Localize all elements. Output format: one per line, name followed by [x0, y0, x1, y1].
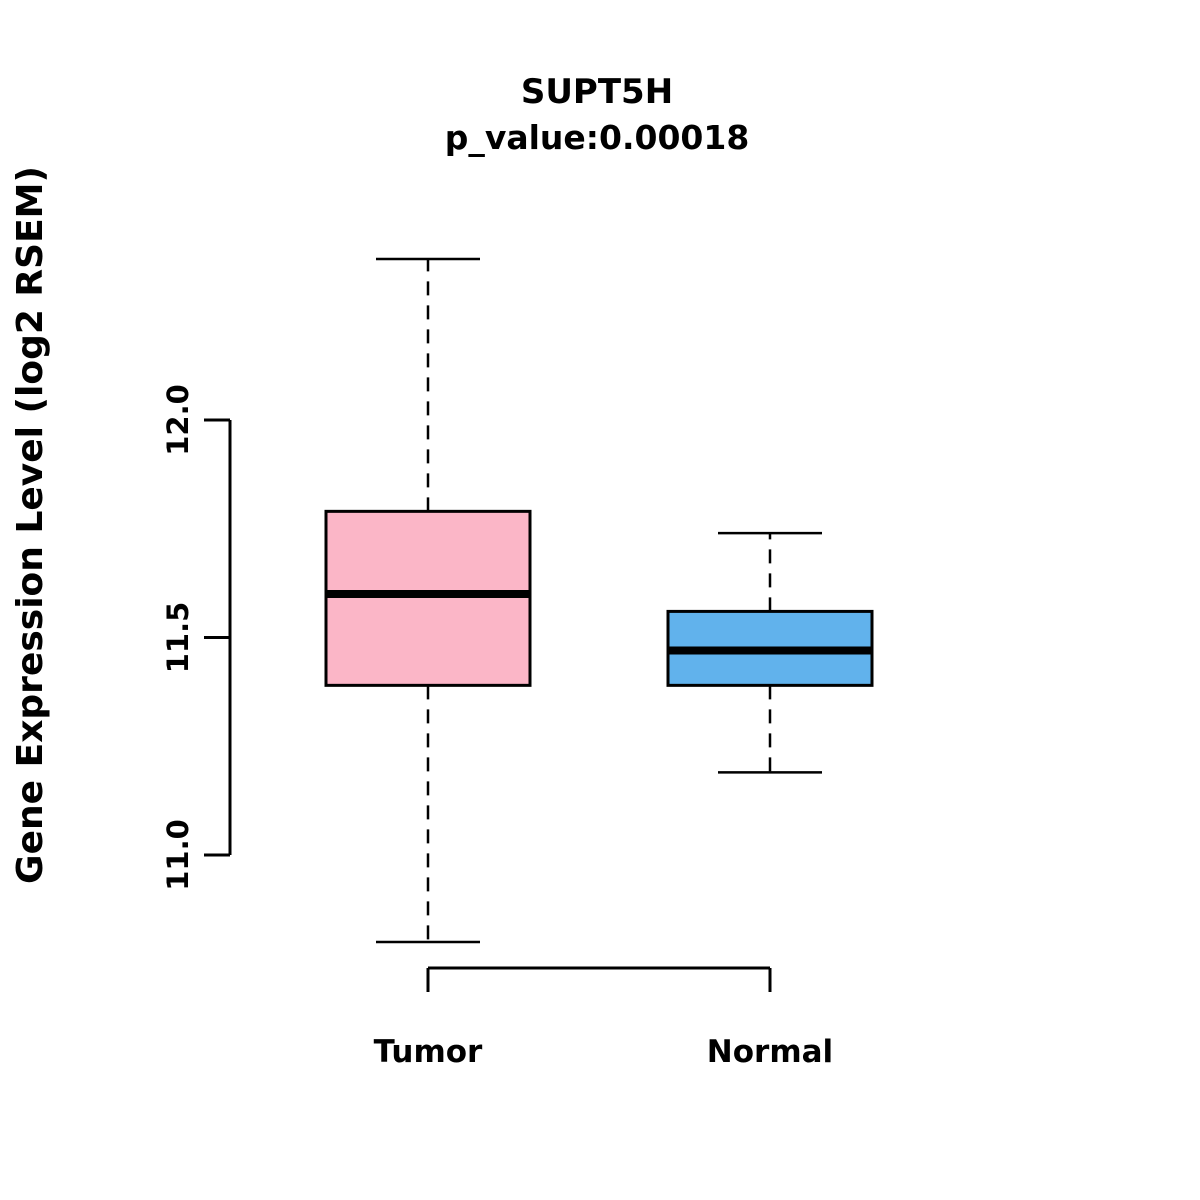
y-tick-label: 11.5 [161, 602, 195, 674]
tumor-box [324, 509, 532, 687]
y-tick-label: 12.0 [161, 384, 195, 456]
chart-subtitle: p_value:0.00018 [444, 118, 750, 157]
y-tick-label: 11.0 [161, 819, 195, 891]
category-label-normal: Normal [707, 1034, 833, 1070]
category-label-tumor: Tumor [374, 1034, 483, 1070]
y-axis-label: Gene Expression Level (log2 RSEM) [10, 166, 51, 884]
chart-title: SUPT5H [520, 72, 674, 112]
